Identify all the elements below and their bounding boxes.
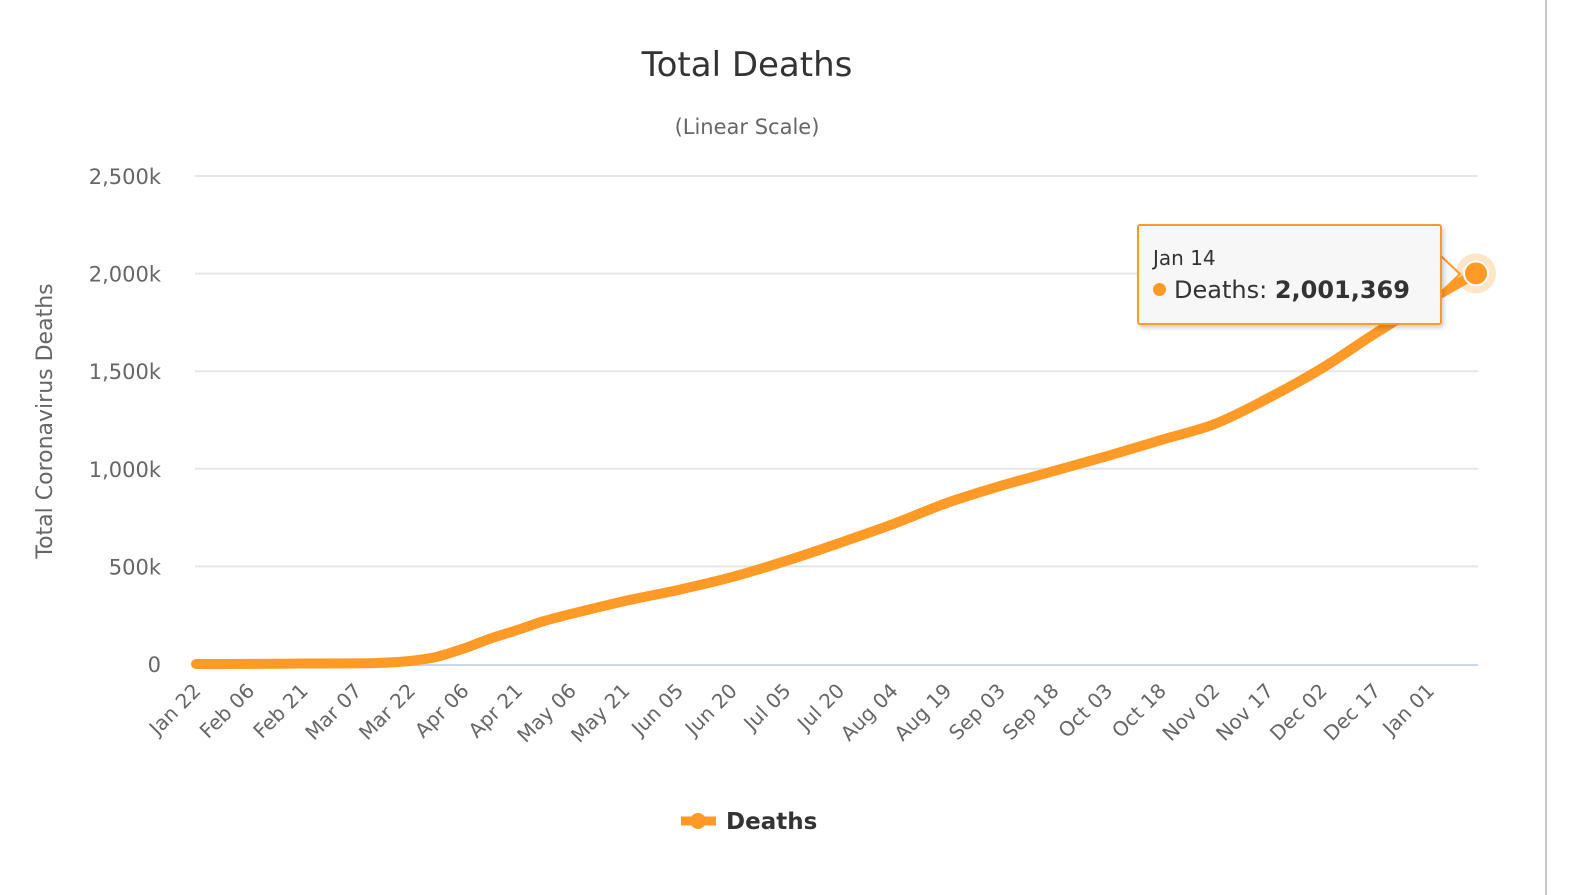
- chart-title: Total Deaths: [641, 45, 853, 85]
- x-tick-label: Nov 02: [1157, 679, 1224, 746]
- tooltip-row: Deaths: 2,001,369: [1153, 276, 1410, 304]
- y-tick-label: 2,000k: [89, 263, 162, 287]
- x-tick-label: Feb 21: [248, 679, 313, 744]
- tooltip-date: Jan 14: [1153, 246, 1216, 270]
- x-tick-label: Feb 06: [195, 679, 260, 744]
- y-tick-label: 1,500k: [89, 360, 162, 384]
- x-tick-label: Jun 20: [679, 679, 742, 742]
- y-tick-label: 0: [148, 653, 161, 677]
- x-tick-label: Jan 22: [143, 679, 206, 742]
- x-tick-label: May 06: [512, 679, 581, 748]
- x-tick-label: Jan 01: [1376, 679, 1439, 742]
- x-tick-label: May 21: [566, 679, 635, 748]
- x-tick-label: Mar 07: [300, 679, 366, 745]
- legend[interactable]: Deaths: [681, 809, 817, 835]
- y-tick-label: 1,000k: [89, 458, 162, 482]
- legend-deaths-marker-icon: [690, 813, 706, 829]
- tooltip-series-label: Deaths:: [1174, 276, 1268, 304]
- series-deaths[interactable]: [191, 253, 1496, 669]
- x-tick-label: Dec 17: [1319, 679, 1386, 746]
- tooltip: Jan 14 Deaths: 2,001,369: [1137, 224, 1442, 325]
- hover-marker[interactable]: [1463, 260, 1489, 287]
- y-axis-title: Total Coronavirus Deaths: [33, 283, 58, 559]
- x-tick-label: Jun 05: [625, 679, 688, 742]
- x-tick-label: Dec 02: [1265, 679, 1332, 746]
- x-tick-label: Sep 03: [944, 679, 1010, 745]
- x-tick-label: Aug 04: [836, 679, 903, 746]
- x-tick-label: Aug 19: [889, 679, 956, 746]
- tooltip-series-dot-icon: [1153, 283, 1166, 296]
- panel-right-border: [1545, 0, 1547, 895]
- x-tick-label: Sep 18: [998, 679, 1064, 745]
- x-tick-label: Nov 17: [1211, 679, 1278, 746]
- chart-subtitle: (Linear Scale): [675, 115, 820, 139]
- x-tick-label: Jul 05: [738, 679, 796, 737]
- series-line-deaths[interactable]: [191, 268, 1481, 669]
- x-tick-label: Oct 03: [1053, 679, 1117, 743]
- legend-deaths-label[interactable]: Deaths: [726, 809, 817, 835]
- y-tick-label: 500k: [109, 555, 162, 579]
- x-tick-label: Mar 22: [354, 679, 420, 745]
- y-axis-labels: 0 500k 1,000k 1,500k 2,000k 2,500k: [89, 165, 162, 677]
- y-tick-label: 2,500k: [89, 165, 162, 189]
- x-tick-label: Apr 06: [410, 679, 474, 743]
- tooltip-value: 2,001,369: [1274, 276, 1410, 304]
